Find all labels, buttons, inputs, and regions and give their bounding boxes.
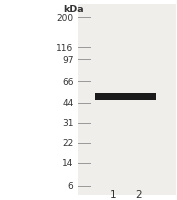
- Text: kDa: kDa: [64, 5, 84, 14]
- Text: 31: 31: [62, 119, 73, 127]
- Bar: [121, 94, 156, 100]
- Text: 2: 2: [135, 189, 142, 199]
- Text: 1: 1: [109, 189, 116, 199]
- Text: 14: 14: [62, 159, 73, 167]
- Text: 97: 97: [62, 56, 73, 64]
- Text: 200: 200: [56, 14, 73, 22]
- Bar: [95, 94, 130, 100]
- Text: 6: 6: [68, 182, 73, 190]
- Text: 66: 66: [62, 78, 73, 86]
- Text: 44: 44: [62, 99, 73, 107]
- Bar: [78, 5, 176, 195]
- Text: 22: 22: [62, 139, 73, 147]
- Text: 116: 116: [56, 44, 73, 52]
